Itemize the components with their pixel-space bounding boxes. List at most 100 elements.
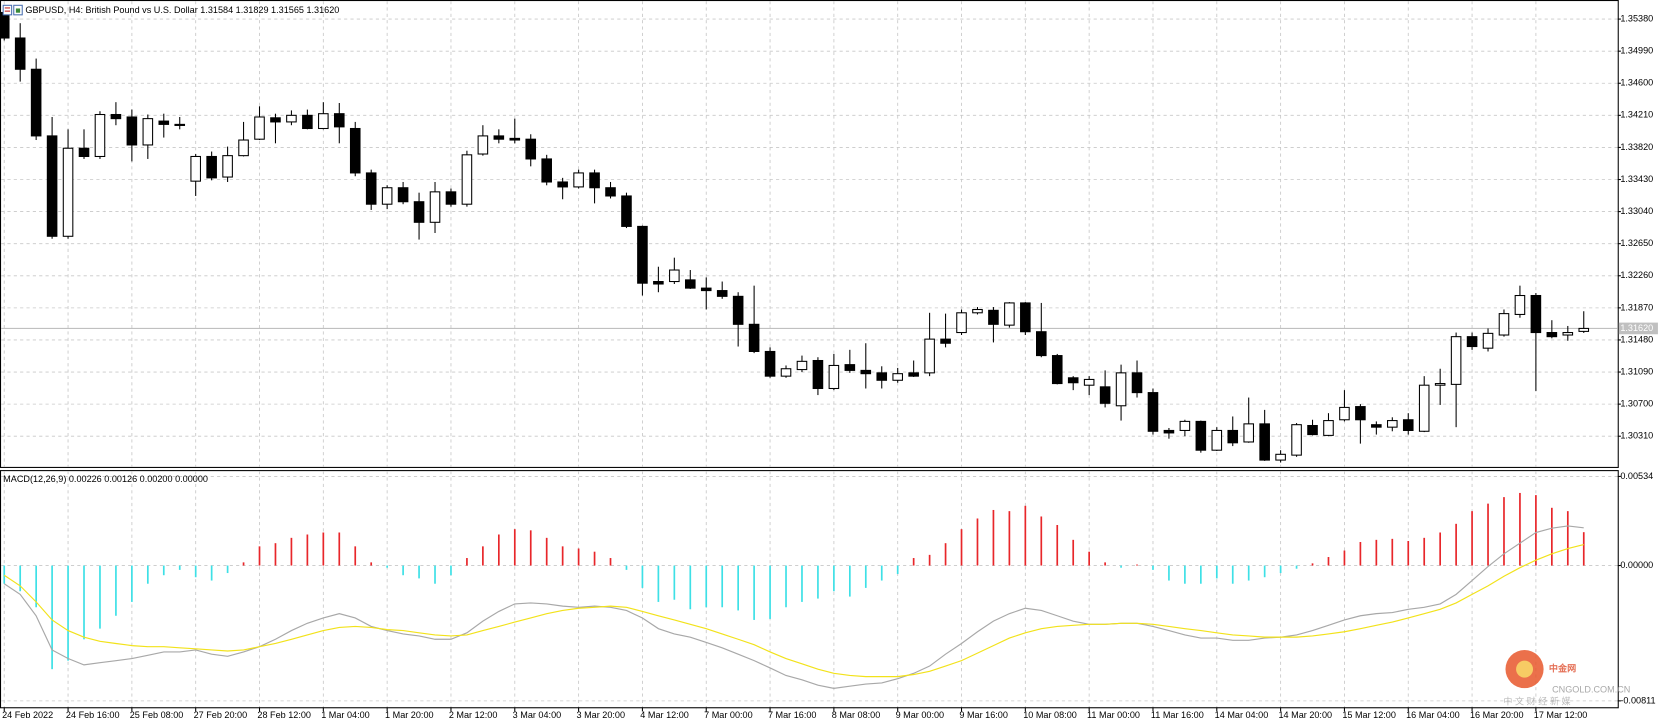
- candle-body: [318, 113, 329, 130]
- x-tick-label: 24 Feb 16:00: [66, 710, 120, 720]
- candle-body: [1195, 420, 1207, 451]
- candle-body: [429, 191, 441, 223]
- candle-body: [381, 187, 393, 205]
- icon: [4, 10, 11, 12]
- candle-body: [860, 369, 872, 375]
- candle-body: [254, 116, 265, 140]
- current-price-tag: [1618, 322, 1658, 335]
- candle-body: [669, 269, 680, 283]
- candle-body: [988, 309, 999, 325]
- candle-body: [844, 364, 856, 371]
- candle-body: [764, 350, 776, 377]
- candle-body: [158, 120, 170, 125]
- macd-line: [3, 543, 1584, 678]
- x-tick-label: 27 Feb 20:00: [194, 710, 248, 720]
- x-tick-label: 14 Mar 04:00: [1215, 710, 1269, 720]
- x-tick-label: 8 Mar 08:00: [832, 710, 881, 720]
- candle-body: [716, 290, 728, 297]
- y-tick-label: 1.33040: [1620, 206, 1653, 216]
- candle-body: [126, 116, 138, 146]
- candle-body: [1323, 420, 1334, 436]
- candle-body: [1498, 313, 1510, 336]
- y-tick-label: 1.34990: [1620, 46, 1653, 56]
- candle-body: [509, 137, 521, 141]
- x-tick-label: 17 Mar 12:00: [1534, 710, 1588, 720]
- candle-body: [493, 135, 505, 140]
- candle-body: [190, 155, 201, 182]
- candle-body: [589, 172, 600, 189]
- candle-body: [1530, 294, 1542, 334]
- candle-body: [302, 114, 313, 130]
- candle-body: [1562, 332, 1574, 336]
- candle-body: [1099, 386, 1111, 404]
- candle-body: [1514, 294, 1526, 315]
- icon: [15, 8, 21, 13]
- y-tick-label: 0.00000: [1620, 560, 1653, 570]
- watermark: 中金网 CNGOLD.COM.CN 中 文 财 经 新 媒: [1503, 650, 1630, 706]
- candle-body: [1036, 331, 1047, 357]
- macd-panel: [0, 470, 1619, 709]
- candle-body: [573, 172, 584, 188]
- x-tick-label: 25 Feb 08:00: [130, 710, 184, 720]
- x-tick-label: 16 Mar 20:00: [1470, 710, 1524, 720]
- y-tick-label: 1.31090: [1620, 366, 1653, 376]
- macd-line: [3, 525, 1584, 689]
- candle-body: [1083, 378, 1095, 386]
- candle-body: [174, 123, 186, 126]
- candle-body: [14, 37, 26, 70]
- candle-body: [956, 312, 967, 334]
- candle-body: [637, 225, 648, 284]
- candle-body: [1020, 302, 1031, 333]
- y-tick-label: 1.33430: [1620, 174, 1653, 184]
- candle-body: [1051, 355, 1063, 385]
- candle-body: [238, 139, 249, 157]
- candle-body: [1275, 453, 1286, 461]
- icon: [4, 7, 11, 9]
- x-tick-label: 4 Mar 12:00: [640, 710, 689, 720]
- candle-body: [1211, 429, 1223, 451]
- candle-body: [940, 338, 951, 344]
- candle-body: [46, 135, 58, 237]
- x-tick-label: 7 Mar 00:00: [704, 710, 753, 720]
- x-tick-label: 9 Mar 16:00: [959, 710, 1008, 720]
- watermark-domain: CNGOLD.COM.CN: [1552, 685, 1630, 695]
- y-tick-label: 1.32260: [1620, 270, 1653, 280]
- candle-body: [972, 308, 983, 314]
- x-tick-label: 1 Mar 04:00: [321, 710, 370, 720]
- y-tick-label: 1.34210: [1620, 110, 1653, 120]
- candle-body: [1578, 327, 1590, 332]
- candle-body: [796, 360, 808, 371]
- candle-body: [924, 338, 935, 374]
- candle-body: [1243, 423, 1255, 443]
- candle-body: [365, 172, 377, 205]
- candle-body: [1227, 429, 1239, 444]
- candle-body: [1466, 336, 1478, 348]
- candle-body: [1259, 423, 1270, 461]
- x-tick-label: 2 Mar 12:00: [449, 710, 498, 720]
- watermark-name: 中金网: [1549, 663, 1576, 674]
- candle-body: [1546, 332, 1558, 338]
- candle-body: [349, 127, 361, 174]
- candle-body: [30, 68, 42, 137]
- x-tick-label: 9 Mar 00:00: [896, 710, 945, 720]
- price-panel: [0, 0, 1619, 468]
- candle-body: [397, 187, 409, 203]
- x-tick-label: 16 Mar 04:00: [1406, 710, 1460, 720]
- candle-body: [1418, 384, 1430, 432]
- candle-body: [700, 287, 712, 292]
- x-tick-label: 14 Mar 20:00: [1278, 710, 1332, 720]
- candle-body: [445, 191, 457, 205]
- candle-body: [1371, 424, 1382, 428]
- candle-body: [1115, 372, 1127, 407]
- candle-body: [142, 118, 154, 146]
- candle-body: [1307, 424, 1318, 436]
- candle-body: [653, 281, 664, 285]
- icon: [2, 4, 13, 16]
- header: GBPUSD, H4: British Pound vs U.S. Dollar…: [2, 4, 339, 484]
- candle-body: [94, 113, 106, 158]
- candle-body: [1339, 406, 1350, 421]
- x-tick-label: 15 Mar 12:00: [1342, 710, 1396, 720]
- candle-body: [1482, 332, 1494, 349]
